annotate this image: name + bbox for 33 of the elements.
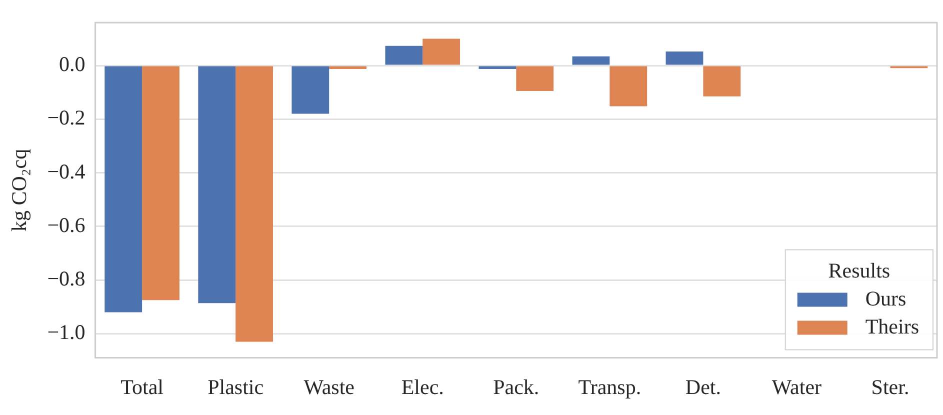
x-tick-label: Transp. — [578, 374, 642, 399]
legend-label: Ours — [865, 286, 906, 310]
bar — [572, 56, 610, 65]
y-tick-label: −1.0 — [47, 320, 86, 344]
x-tick-label: Total — [120, 374, 164, 399]
y-tick-label: −0.6 — [47, 212, 86, 237]
x-tick-label: Waste — [304, 374, 354, 399]
legend-label: Theirs — [865, 314, 920, 338]
x-tick-label: Pack. — [493, 374, 540, 399]
bar — [198, 66, 236, 304]
x-tick-label: Det. — [685, 374, 721, 399]
y-tick-label: 0.0 — [59, 52, 86, 76]
bar — [142, 66, 180, 300]
x-tick-label: Plastic — [208, 374, 264, 399]
bar — [385, 46, 423, 65]
bar — [478, 66, 516, 69]
y-axis-title: kg CO₂cq — [7, 148, 32, 232]
y-tick-label: −0.4 — [47, 159, 86, 184]
x-tick-label: Ster. — [871, 374, 910, 399]
bar — [703, 66, 741, 96]
legend-title: Results — [828, 258, 890, 282]
bar — [236, 66, 273, 342]
bar — [666, 52, 704, 65]
bar — [610, 66, 648, 106]
y-tick-label: −0.2 — [47, 106, 86, 130]
bar — [516, 66, 554, 91]
bar — [329, 66, 367, 69]
bar — [422, 38, 460, 65]
x-tick-label: Elec. — [401, 374, 444, 399]
x-tick-label: Water — [772, 374, 822, 399]
y-tick-label: −0.8 — [47, 266, 86, 291]
bar — [292, 66, 330, 114]
bar — [104, 66, 142, 312]
